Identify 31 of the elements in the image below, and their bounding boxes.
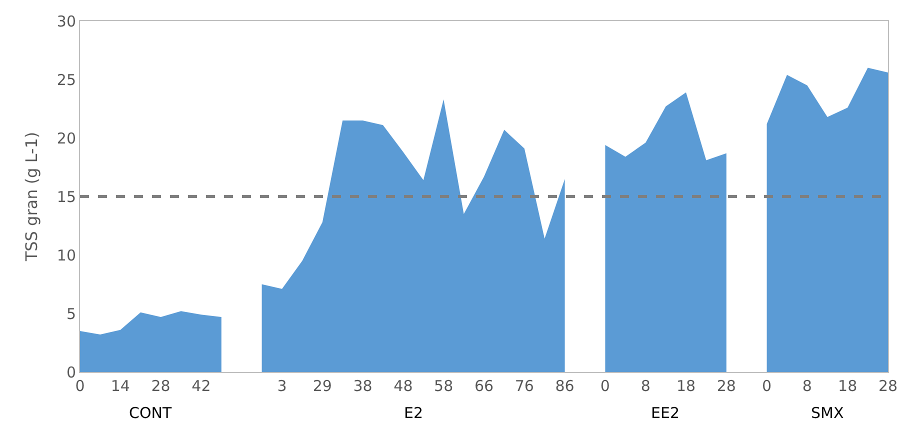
x-tick-label: 42 xyxy=(192,377,211,395)
y-tick-label: 5 xyxy=(66,304,76,323)
y-tick-label: 0 xyxy=(66,363,76,382)
x-tick-label: 3 xyxy=(277,377,287,395)
x-tick-label: 8 xyxy=(640,377,650,395)
x-tick-label: 86 xyxy=(555,377,574,395)
x-tick-label: 0 xyxy=(762,377,772,395)
x-tick-label: 28 xyxy=(878,377,898,395)
x-tick-label: 14 xyxy=(110,377,130,395)
x-tick-label: 29 xyxy=(312,377,332,395)
x-tick-label: 76 xyxy=(514,377,534,395)
x-tick-label: 28 xyxy=(716,377,736,395)
text: CONT xyxy=(129,404,172,422)
y-tick-label: 30 xyxy=(56,12,76,30)
y-tick-label: 10 xyxy=(56,246,76,264)
x-tick-label: 38 xyxy=(353,377,372,395)
y-tick-label: 20 xyxy=(56,129,76,148)
y-tick-label: 25 xyxy=(56,70,76,89)
text: EE2 xyxy=(651,404,680,422)
y-tick-label: 15 xyxy=(56,188,76,206)
x-tick-label: 66 xyxy=(474,377,494,395)
x-tick-label: 48 xyxy=(394,377,413,395)
text: E2 xyxy=(404,404,424,422)
x-tick-label: 58 xyxy=(434,377,454,395)
x-tick-label: 0 xyxy=(600,377,610,395)
x-tick-label: 18 xyxy=(838,377,858,395)
y-axis-title: TSS gran (g L-1) xyxy=(22,132,41,262)
x-tick-label: 28 xyxy=(151,377,170,395)
x-tick-label: 8 xyxy=(802,377,812,395)
x-tick-label: 18 xyxy=(676,377,696,395)
text: SMX xyxy=(811,404,844,422)
